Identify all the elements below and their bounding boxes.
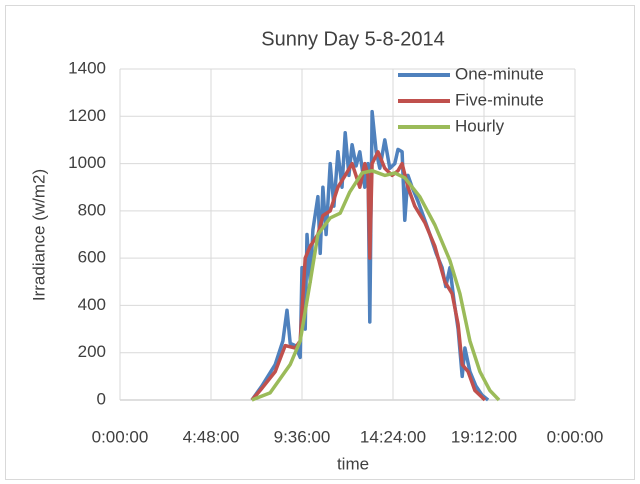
y-axis-label: Irradiance (w/m2) <box>29 169 48 301</box>
x-tick-label: 19:12:00 <box>451 427 517 446</box>
y-tick-label: 1000 <box>68 153 106 172</box>
y-tick-label: 600 <box>78 248 106 267</box>
x-tick-label: 14:24:00 <box>360 427 426 446</box>
series-line <box>251 168 501 402</box>
y-tick-label: 200 <box>78 342 106 361</box>
chart-title: Sunny Day 5-8-2014 <box>261 28 444 50</box>
y-tick-label: 800 <box>78 200 106 219</box>
legend-label: Five-minute <box>455 90 544 109</box>
x-tick-label: 0:00:00 <box>547 427 604 446</box>
legend-label: One-minute <box>455 64 544 83</box>
series-line <box>250 150 487 402</box>
y-tick-label: 1200 <box>68 106 106 125</box>
x-tick-label: 0:00:00 <box>92 427 149 446</box>
x-tick-label: 4:48:00 <box>183 427 240 446</box>
y-tick-label: 1400 <box>68 58 106 77</box>
legend-label: Hourly <box>455 116 505 135</box>
y-tick-label: 0 <box>97 389 106 408</box>
y-tick-label: 400 <box>78 295 106 314</box>
x-tick-label: 9:36:00 <box>274 427 331 446</box>
x-axis-label: time <box>337 454 369 473</box>
